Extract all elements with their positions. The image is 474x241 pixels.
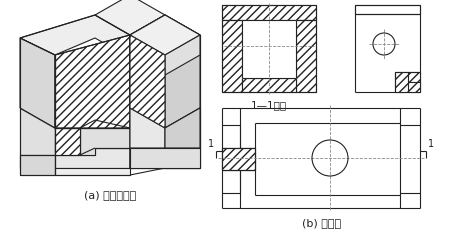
Text: (a) 剖面轴测图: (a) 剖面轴测图 xyxy=(84,190,136,200)
Polygon shape xyxy=(20,38,55,128)
Bar xyxy=(222,20,242,92)
Polygon shape xyxy=(55,128,80,155)
Polygon shape xyxy=(20,108,55,168)
Polygon shape xyxy=(130,15,200,128)
Polygon shape xyxy=(130,15,165,168)
Polygon shape xyxy=(130,15,200,55)
Polygon shape xyxy=(130,108,165,148)
Polygon shape xyxy=(20,15,130,58)
Polygon shape xyxy=(55,128,130,168)
Bar xyxy=(296,20,316,92)
Bar xyxy=(355,5,420,14)
Text: 1—1剖面: 1—1剖面 xyxy=(251,100,287,110)
Polygon shape xyxy=(55,35,130,128)
Polygon shape xyxy=(55,128,130,155)
Polygon shape xyxy=(55,168,130,175)
Polygon shape xyxy=(130,108,200,168)
Bar xyxy=(222,148,255,170)
Bar xyxy=(222,5,316,20)
Polygon shape xyxy=(130,15,165,128)
Polygon shape xyxy=(165,15,200,128)
Polygon shape xyxy=(80,128,130,155)
Polygon shape xyxy=(165,35,200,75)
Polygon shape xyxy=(95,0,165,35)
Polygon shape xyxy=(130,148,200,168)
Text: 1: 1 xyxy=(208,139,214,149)
Polygon shape xyxy=(165,108,200,148)
Polygon shape xyxy=(130,35,165,128)
Polygon shape xyxy=(20,155,55,168)
Bar xyxy=(395,72,420,92)
Text: (b) 剖面图: (b) 剖面图 xyxy=(302,218,342,228)
Polygon shape xyxy=(165,108,200,168)
Bar xyxy=(242,78,296,92)
Bar xyxy=(242,20,296,78)
Text: 1: 1 xyxy=(428,139,434,149)
Polygon shape xyxy=(20,155,55,175)
